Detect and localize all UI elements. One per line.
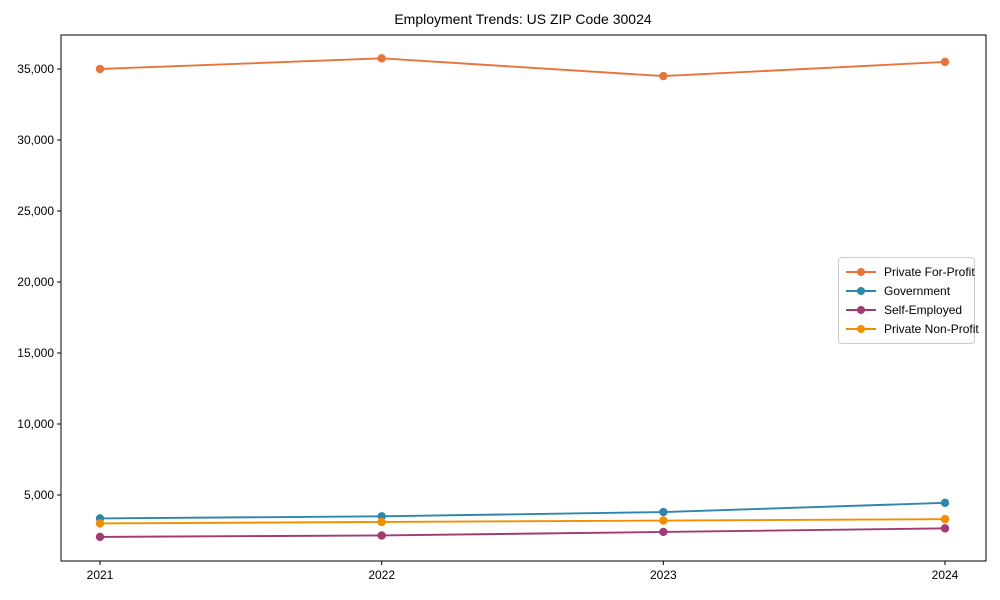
legend-item-label: Self-Employed [884, 303, 963, 318]
plot-frame [60, 34, 987, 562]
legend: Private For-Profit Government Self-Employe… [838, 257, 979, 344]
legend-item-government: Government [846, 285, 967, 297]
series-line-self-employed [99, 527, 946, 538]
legend-item-label: Private Non-Profit [884, 322, 979, 337]
y-tick-label: 5,000 [24, 488, 54, 502]
legend-item-private-non-profit: Private Non-Profit [846, 323, 979, 335]
data-point-private-for-profit-2021 [95, 64, 105, 74]
data-point-self-employed-2022 [377, 531, 386, 540]
legend-marker-icon [846, 267, 876, 276]
legend-dot-swatch [857, 267, 865, 276]
x-tick-label: 2024 [932, 568, 959, 582]
data-point-self-employed-2023 [659, 527, 668, 537]
series-layer [95, 54, 950, 542]
y-tick-label: 15,000 [17, 346, 54, 360]
legend-marker-icon [846, 286, 876, 295]
y-tick-label: 20,000 [17, 275, 54, 289]
x-tick-label: 2023 [650, 568, 677, 582]
x-tick-label: 2021 [87, 568, 114, 582]
y-tick-label: 25,000 [17, 204, 54, 218]
legend-item-label: Government [884, 283, 951, 298]
series-line-government [99, 501, 946, 520]
data-point-private-non-profit-2024 [940, 514, 950, 524]
y-tick-label: 35,000 [17, 62, 54, 76]
legend-item-self-employed: Self-Employed [846, 304, 967, 316]
y-tick-label: 10,000 [17, 417, 54, 431]
data-point-private-non-profit-2021 [95, 519, 105, 528]
legend-item-private-for-profit: Private For-Profit [846, 266, 975, 278]
legend-item-label: Private For-Profit [884, 264, 975, 279]
data-point-private-for-profit-2022 [377, 54, 386, 63]
data-point-private-non-profit-2022 [377, 517, 386, 527]
data-point-government-2023 [659, 507, 668, 517]
axes-layer: 5,000 10,000 15,000 20,000 25,000 30,000 35,00… [17, 62, 958, 582]
data-point-private-non-profit-2023 [659, 516, 668, 525]
legend-marker-icon [846, 325, 876, 334]
data-point-private-for-profit-2023 [659, 71, 668, 81]
legend-marker-icon [846, 306, 876, 315]
legend-dot-swatch [857, 306, 865, 315]
x-tick-label: 2022 [368, 568, 395, 582]
legend-dot-swatch [857, 325, 865, 334]
chart-title: Employment Trends: US ZIP Code 30024 [394, 11, 652, 27]
data-point-government-2024 [940, 498, 950, 508]
data-point-self-employed-2021 [95, 532, 105, 542]
series-line-private-for-profit [99, 57, 946, 78]
data-point-private-for-profit-2024 [940, 57, 950, 67]
y-tick-label: 30,000 [17, 133, 54, 147]
data-point-self-employed-2024 [940, 524, 950, 533]
legend-dot-swatch [857, 286, 865, 295]
series-line-private-non-profit [99, 518, 946, 525]
